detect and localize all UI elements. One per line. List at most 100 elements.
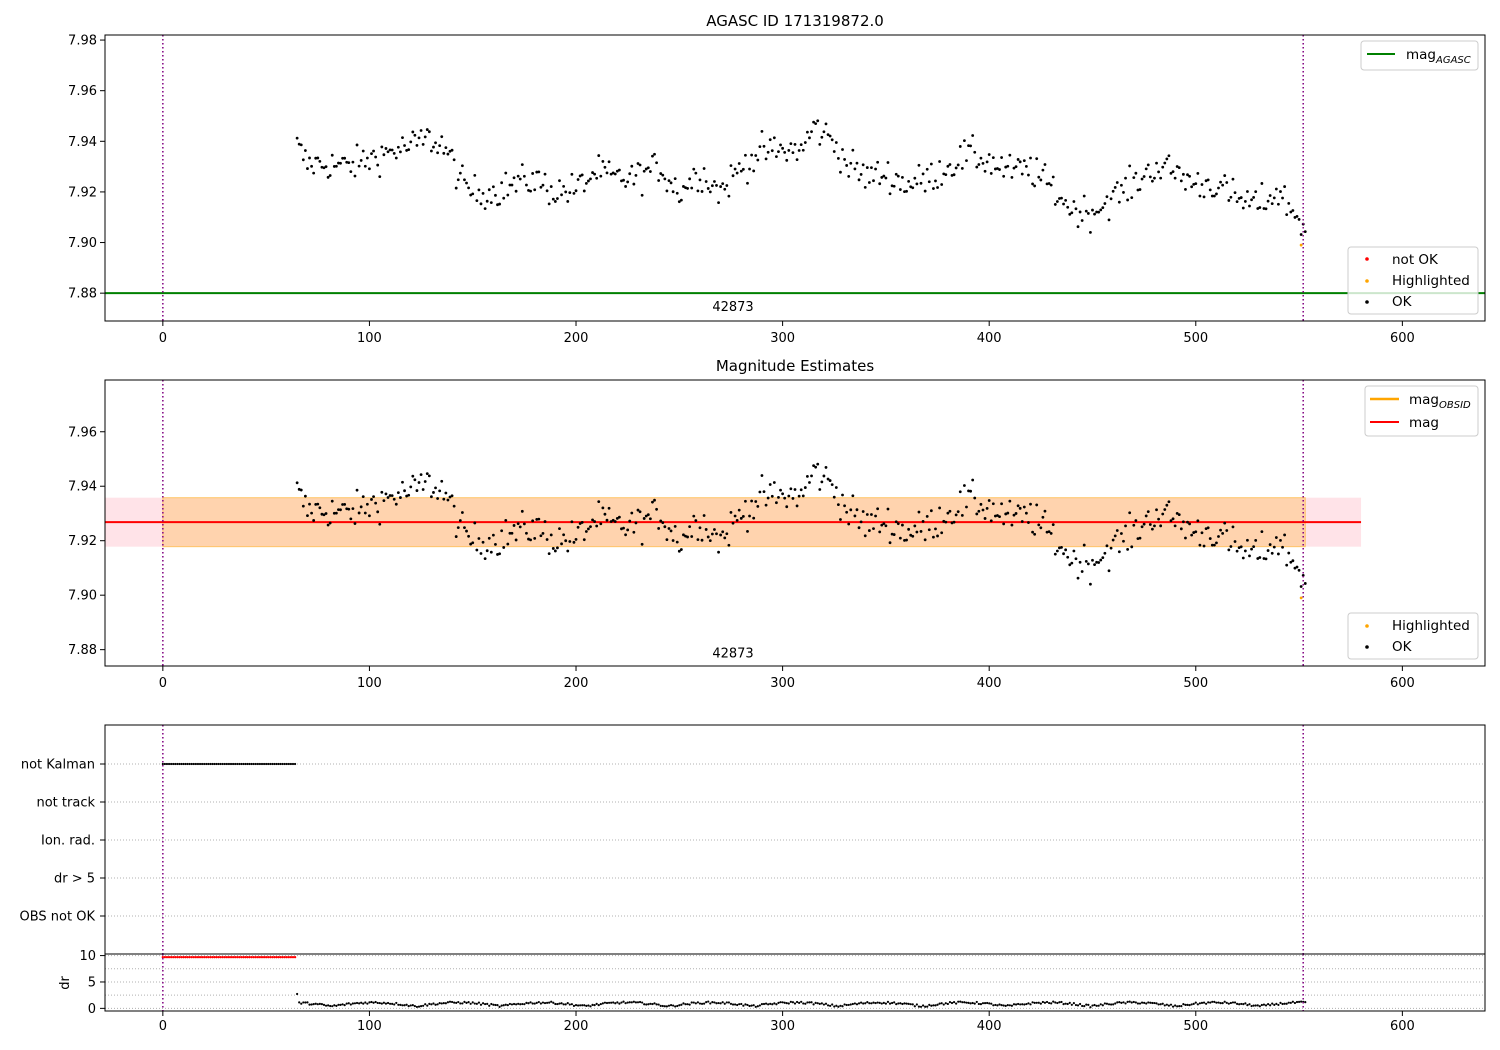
ok-point — [535, 170, 539, 174]
ok-point — [384, 147, 388, 150]
dr-point — [773, 1002, 776, 1005]
ok-point — [392, 152, 396, 155]
dr-point — [1196, 1003, 1199, 1006]
ok-point — [343, 156, 347, 160]
ok-point — [944, 520, 948, 524]
ok-point — [911, 186, 915, 190]
dr-point — [756, 1005, 759, 1008]
dr-point — [1279, 1001, 1282, 1004]
dr-point — [1089, 1006, 1092, 1009]
ok-point — [655, 507, 658, 511]
ok-point — [1016, 504, 1020, 508]
dr-point — [820, 1002, 823, 1005]
ok-point — [1120, 532, 1123, 535]
dr-point — [329, 1004, 332, 1008]
dr-point — [841, 1005, 844, 1008]
dr-point — [1149, 1001, 1152, 1004]
magnitude-estimates-annotation-obsid: 42873 — [712, 647, 753, 662]
ok-point — [343, 503, 347, 506]
ok-point — [326, 175, 330, 179]
ok-point — [1039, 526, 1043, 530]
ok-point — [1212, 543, 1216, 547]
flag-point — [287, 762, 290, 766]
dr-point — [484, 1002, 487, 1006]
ok-point — [595, 524, 599, 528]
ok-point — [403, 489, 406, 493]
ok-point — [1140, 177, 1144, 181]
dr-point — [738, 1003, 741, 1006]
dr-not-ok-point — [269, 955, 272, 959]
ok-point — [353, 522, 357, 525]
ok-point — [1266, 549, 1270, 552]
ok-point — [696, 538, 700, 541]
dr-point — [1014, 1003, 1018, 1006]
ok-point — [682, 533, 685, 537]
ok-point — [541, 183, 545, 187]
ok-point — [901, 523, 904, 527]
ok-point — [471, 192, 475, 196]
dr-point — [1174, 1004, 1177, 1007]
ok-point — [1014, 512, 1018, 515]
ok-point — [308, 502, 311, 506]
dr-point — [1081, 1004, 1084, 1008]
ok-point — [903, 538, 906, 542]
ok-point — [824, 466, 828, 469]
flag-point — [161, 762, 164, 766]
dr-point — [690, 1001, 693, 1004]
ok-point — [1091, 558, 1094, 562]
flag-point — [209, 762, 212, 766]
ok-point — [1206, 178, 1210, 182]
dr-point — [752, 1004, 755, 1007]
ok-point — [473, 521, 477, 525]
dr-point — [851, 1002, 854, 1006]
ok-point — [958, 145, 962, 148]
ok-point — [458, 519, 462, 522]
ok-point — [946, 511, 950, 515]
ok-point — [936, 534, 939, 538]
dr-point — [911, 1003, 914, 1006]
ok-point — [777, 150, 780, 154]
ok-point — [1241, 556, 1245, 560]
dr-point — [560, 1002, 563, 1005]
ok-point — [834, 486, 838, 489]
legend-label-ok: OK — [1392, 294, 1413, 310]
dr-point — [1025, 1002, 1028, 1006]
dr-point — [634, 1001, 638, 1004]
ok-point — [789, 487, 793, 491]
y-tick-label: 7.96 — [68, 84, 97, 99]
ok-point — [316, 502, 320, 506]
ok-point — [1148, 523, 1152, 526]
dr-not-ok-point — [223, 955, 227, 959]
dr-point — [419, 1004, 423, 1008]
ok-point — [758, 145, 762, 149]
ok-point — [779, 488, 782, 492]
dr-not-ok-point — [262, 955, 266, 959]
ok-point — [1109, 546, 1113, 550]
highlighted-point — [1299, 243, 1303, 247]
dr-point — [1217, 1001, 1220, 1004]
ok-point — [359, 505, 363, 509]
ok-point — [382, 499, 386, 503]
ok-point — [653, 498, 656, 502]
x-tick-label: 500 — [1183, 331, 1208, 346]
dr-point — [1219, 1002, 1222, 1005]
dr-point — [486, 1002, 489, 1005]
dr-point — [729, 1002, 733, 1005]
agasc-annotation-obsid: 42873 — [712, 300, 753, 315]
ok-point — [989, 172, 993, 175]
ok-point — [580, 173, 584, 177]
dr-point — [657, 1003, 660, 1006]
dr-point — [364, 1001, 367, 1004]
ok-point — [376, 510, 380, 514]
dr-not-ok-point — [279, 955, 282, 959]
ok-point — [425, 128, 429, 131]
dr-point — [684, 1003, 687, 1006]
ok-point — [849, 161, 853, 165]
dr-not-ok-point — [217, 955, 220, 959]
ok-point — [394, 156, 398, 160]
dr-point — [847, 1003, 850, 1007]
dr-point — [1072, 1001, 1075, 1005]
ok-point — [409, 140, 413, 144]
ok-point — [1231, 525, 1235, 529]
